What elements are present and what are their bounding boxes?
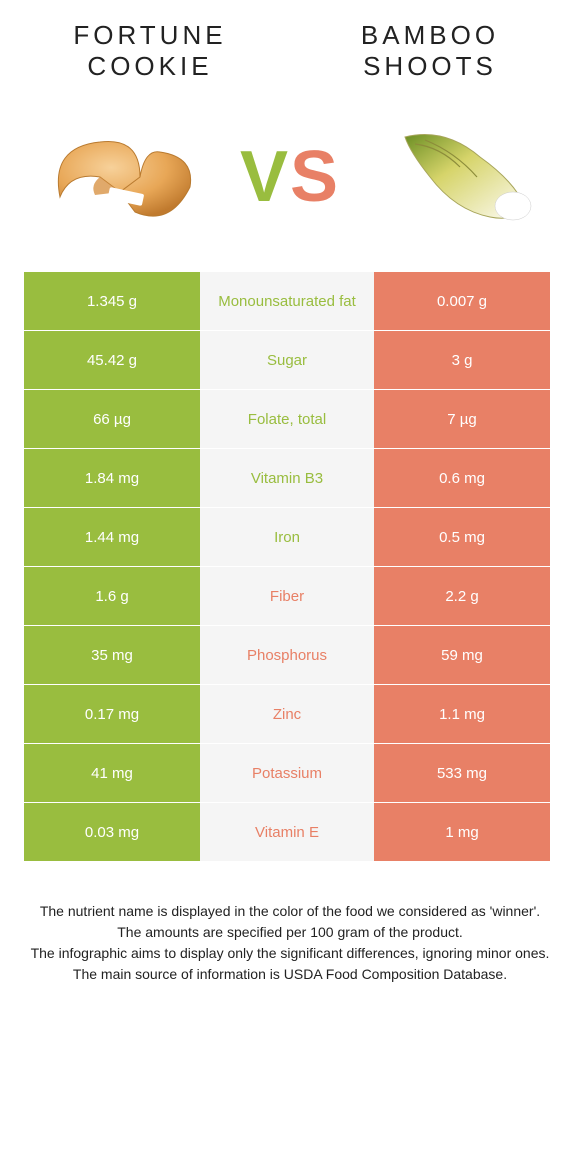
table-row: 66 µgFolate, total7 µg: [24, 390, 556, 448]
footnote-line: The main source of information is USDA F…: [20, 964, 560, 985]
vs-s: S: [290, 137, 340, 217]
table-row: 45.42 gSugar3 g: [24, 331, 556, 389]
nutrient-table: 1.345 gMonounsaturated fat0.007 g45.42 g…: [24, 272, 556, 861]
footnote-line: The infographic aims to display only the…: [20, 943, 560, 964]
titles-row: Fortune cookie Bamboo shoots: [0, 0, 580, 82]
value-right: 1.1 mg: [374, 685, 550, 743]
footnote-line: The amounts are specified per 100 gram o…: [20, 922, 560, 943]
table-row: 1.345 gMonounsaturated fat0.007 g: [24, 272, 556, 330]
value-left: 45.42 g: [24, 331, 200, 389]
value-right: 59 mg: [374, 626, 550, 684]
nutrient-name: Vitamin B3: [200, 449, 374, 507]
table-row: 0.17 mgZinc1.1 mg: [24, 685, 556, 743]
nutrient-name: Sugar: [200, 331, 374, 389]
footnotes: The nutrient name is displayed in the co…: [20, 901, 560, 985]
value-left: 1.84 mg: [24, 449, 200, 507]
images-row: VS: [0, 82, 580, 272]
table-row: 41 mgPotassium533 mg: [24, 744, 556, 802]
value-right: 2.2 g: [374, 567, 550, 625]
food-right-image: [380, 112, 540, 242]
nutrient-name: Phosphorus: [200, 626, 374, 684]
value-left: 0.17 mg: [24, 685, 200, 743]
value-right: 0.5 mg: [374, 508, 550, 566]
vs-label: VS: [240, 136, 340, 218]
table-row: 1.44 mgIron0.5 mg: [24, 508, 556, 566]
nutrient-name: Potassium: [200, 744, 374, 802]
value-left: 1.6 g: [24, 567, 200, 625]
title-right: Bamboo shoots: [330, 20, 530, 82]
value-right: 0.007 g: [374, 272, 550, 330]
value-right: 0.6 mg: [374, 449, 550, 507]
table-row: 1.84 mgVitamin B30.6 mg: [24, 449, 556, 507]
table-row: 1.6 gFiber2.2 g: [24, 567, 556, 625]
value-left: 1.44 mg: [24, 508, 200, 566]
footnote-line: The nutrient name is displayed in the co…: [20, 901, 560, 922]
nutrient-name: Folate, total: [200, 390, 374, 448]
value-left: 0.03 mg: [24, 803, 200, 861]
value-left: 35 mg: [24, 626, 200, 684]
title-left: Fortune cookie: [50, 20, 250, 82]
value-right: 1 mg: [374, 803, 550, 861]
food-left-image: [40, 112, 200, 242]
value-left: 1.345 g: [24, 272, 200, 330]
nutrient-name: Monounsaturated fat: [200, 272, 374, 330]
table-row: 0.03 mgVitamin E1 mg: [24, 803, 556, 861]
value-right: 7 µg: [374, 390, 550, 448]
nutrient-name: Vitamin E: [200, 803, 374, 861]
value-left: 41 mg: [24, 744, 200, 802]
nutrient-name: Fiber: [200, 567, 374, 625]
table-row: 35 mgPhosphorus59 mg: [24, 626, 556, 684]
nutrient-name: Zinc: [200, 685, 374, 743]
value-left: 66 µg: [24, 390, 200, 448]
value-right: 3 g: [374, 331, 550, 389]
nutrient-name: Iron: [200, 508, 374, 566]
value-right: 533 mg: [374, 744, 550, 802]
vs-v: V: [240, 137, 290, 217]
